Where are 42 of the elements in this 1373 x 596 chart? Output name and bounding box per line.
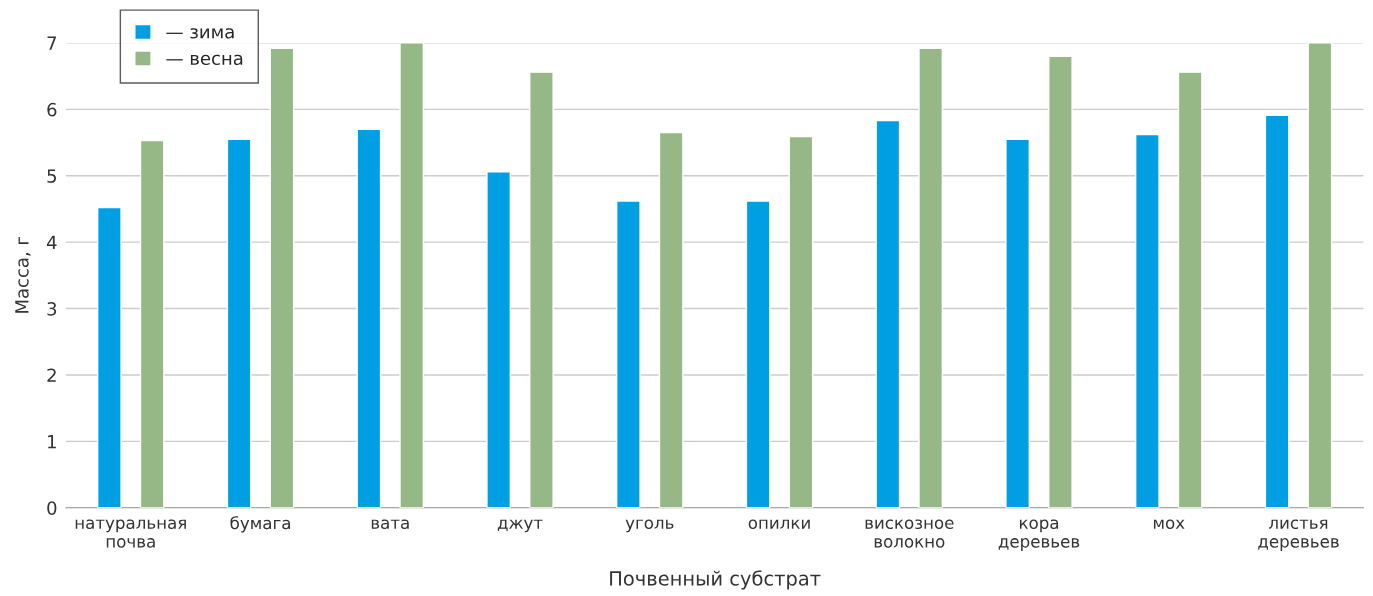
y-tick-label: 4 — [46, 235, 57, 250]
bar — [658, 131, 684, 508]
y-tick-label: 5 — [47, 169, 56, 183]
bar — [226, 138, 252, 508]
bar — [875, 119, 901, 508]
bar — [615, 200, 641, 508]
x-axis-title: Почвенный субстрат — [610, 570, 821, 590]
y-axis-title: Масса, г — [15, 236, 31, 313]
bar — [918, 47, 944, 508]
bar — [96, 206, 122, 508]
x-tick-label: вискозное волокно — [865, 519, 954, 548]
x-tick-label: вата — [371, 519, 409, 530]
x-tick-label: джут — [497, 519, 543, 533]
y-tick-label: 2 — [47, 368, 56, 382]
bar — [356, 128, 382, 508]
x-tick-label: натуральная почва — [75, 519, 186, 548]
bar — [1177, 71, 1203, 508]
bar — [486, 171, 511, 508]
legend-label: — зима — [166, 28, 234, 39]
bar — [399, 42, 425, 508]
y-tick-label: 7 — [47, 36, 57, 50]
x-tick-label: кора деревьев — [998, 519, 1080, 551]
y-tick-label: 3 — [47, 302, 57, 316]
y-tick-label: 0 — [47, 501, 57, 515]
bar — [1134, 133, 1160, 508]
bar — [1307, 42, 1333, 508]
x-tick-label: уголь — [625, 519, 674, 533]
legend-label: — весна — [166, 54, 243, 66]
x-tick-label: листья деревьев — [1258, 519, 1339, 551]
bar — [1005, 138, 1030, 508]
bar — [1264, 114, 1290, 508]
x-tick-label: опилки — [748, 519, 810, 530]
bar — [1048, 55, 1073, 508]
x-tick-label: бумага — [230, 516, 290, 533]
bar — [529, 71, 554, 508]
y-tick-label: 1 — [48, 435, 56, 449]
y-tick-label: 6 — [47, 102, 57, 117]
bar — [139, 139, 165, 508]
bar — [269, 47, 295, 508]
x-tick-label: мох — [1153, 519, 1185, 530]
bar — [745, 200, 771, 508]
bar — [788, 135, 814, 508]
